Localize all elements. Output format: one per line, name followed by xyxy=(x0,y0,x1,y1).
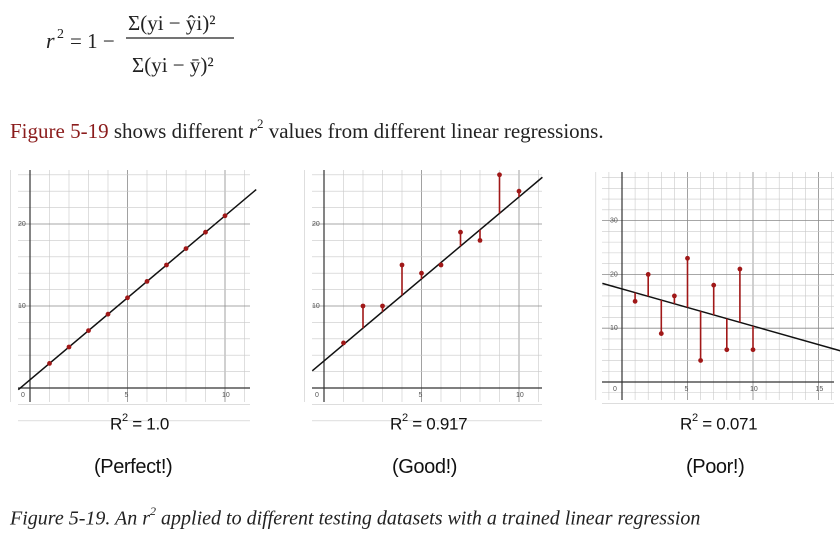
data-point xyxy=(47,361,52,366)
r2-value: = 0.917 xyxy=(407,414,468,434)
data-point xyxy=(360,303,366,309)
data-point xyxy=(477,238,483,243)
chart-svg: 0 5 10 10 20 xyxy=(304,170,543,422)
x-tick-label: 5 xyxy=(685,386,689,393)
intro-text-before: shows different xyxy=(108,119,249,143)
data-point xyxy=(645,272,651,277)
data-point xyxy=(222,213,228,219)
verdict-poor: (Poor!) xyxy=(686,456,745,478)
data-point xyxy=(125,295,130,301)
x-tick-label: 15 xyxy=(816,386,824,393)
chart-svg: 0 5 10 15 10 20 30 xyxy=(595,172,840,404)
r2-label-good: R2 = 0.917 xyxy=(390,412,468,435)
y-tick-label: 10 xyxy=(610,325,618,332)
intro-exp: 2 xyxy=(256,116,264,131)
x-tick-label: 0 xyxy=(315,392,319,399)
r2-label-perfect: R2 = 1.0 xyxy=(110,412,170,435)
chart-svg: 0 5 10 10 20 xyxy=(10,170,257,422)
plot-good: 0 5 10 10 20 xyxy=(304,170,543,422)
grid xyxy=(10,170,250,422)
x-tick-label: 5 xyxy=(419,392,423,399)
data-point xyxy=(380,303,385,309)
data-point xyxy=(419,270,424,276)
verdict-perfect: (Perfect!) xyxy=(94,456,173,478)
r2-prefix: R xyxy=(680,414,692,434)
r2-value: = 0.071 xyxy=(697,414,758,434)
x-tick-label: 0 xyxy=(21,392,25,399)
data-point xyxy=(203,229,208,235)
figure-xref-link[interactable]: Figure 5-19 xyxy=(10,119,109,143)
formula-lhs: r xyxy=(46,28,55,53)
r2-exp: 2 xyxy=(121,412,128,424)
data-point xyxy=(750,347,756,353)
r-squared-formula: r 2 = 1 − Σ(yi − ŷi)² Σ(yi − ȳ)² xyxy=(44,2,254,86)
caption-r: r xyxy=(142,507,151,530)
data-point xyxy=(66,344,72,350)
r2-exp: 2 xyxy=(691,412,698,424)
formula-numerator: Σ(yi − ŷi)² xyxy=(128,11,216,35)
regression-line xyxy=(311,176,543,372)
intro-text-after: values from different linear regressions… xyxy=(263,119,604,143)
caption-exp: 2 xyxy=(150,504,157,518)
intro-sentence: Figure 5-19 shows different r2 values fr… xyxy=(10,116,604,144)
r2-value: = 1.0 xyxy=(127,414,170,434)
data-point xyxy=(672,293,677,299)
data-point xyxy=(86,328,91,333)
x-tick-label: 0 xyxy=(613,386,617,393)
data-point xyxy=(438,262,444,268)
data-point xyxy=(144,279,150,284)
r2-prefix: R xyxy=(390,414,402,434)
regression-line xyxy=(602,282,840,352)
grid xyxy=(595,172,834,404)
caption-prefix: Figure 5-19. An xyxy=(10,507,143,530)
x-tick-label: 10 xyxy=(750,386,758,393)
data-point xyxy=(341,340,346,346)
y-tick-label: 10 xyxy=(18,303,26,310)
data-point xyxy=(724,347,730,353)
formula-denominator: Σ(yi − ȳ)² xyxy=(132,53,214,77)
x-tick-label: 5 xyxy=(125,392,129,399)
data-point xyxy=(399,262,405,268)
caption-suffix: applied to different testing datasets wi… xyxy=(156,507,701,530)
figure-caption: Figure 5-19. An r2 applied to different … xyxy=(10,504,701,531)
data-point xyxy=(497,172,502,178)
formula-equals-one-minus: = 1 − xyxy=(70,29,115,53)
verdict-good: (Good!) xyxy=(392,456,458,478)
plot-poor: 0 5 10 15 10 20 30 xyxy=(595,172,840,405)
data-point xyxy=(698,358,703,363)
data-point xyxy=(105,311,111,317)
data-point xyxy=(632,298,638,304)
r2-label-poor: R2 = 0.071 xyxy=(680,412,758,435)
formula-lhs-exponent: 2 xyxy=(57,27,64,42)
x-tick-label: 10 xyxy=(516,392,524,399)
data-point xyxy=(516,188,522,194)
data-point xyxy=(183,246,189,251)
intro-r: r xyxy=(248,119,257,143)
regression-line xyxy=(17,188,257,391)
data-point xyxy=(658,331,664,336)
data-point xyxy=(737,266,743,272)
y-tick-label: 30 xyxy=(610,218,618,225)
y-tick-label: 20 xyxy=(18,221,26,228)
r2-exp: 2 xyxy=(401,412,408,424)
x-tick-label: 10 xyxy=(222,392,230,399)
data-point xyxy=(164,262,169,268)
data-point xyxy=(685,255,690,261)
data-point xyxy=(458,229,463,235)
data-point xyxy=(711,282,717,288)
y-tick-label: 10 xyxy=(312,303,320,310)
plot-perfect: 0 5 10 10 20 xyxy=(10,170,257,422)
r2-prefix: R xyxy=(110,414,122,434)
y-tick-label: 20 xyxy=(610,271,618,278)
y-tick-label: 20 xyxy=(312,221,320,228)
grid xyxy=(304,170,542,422)
